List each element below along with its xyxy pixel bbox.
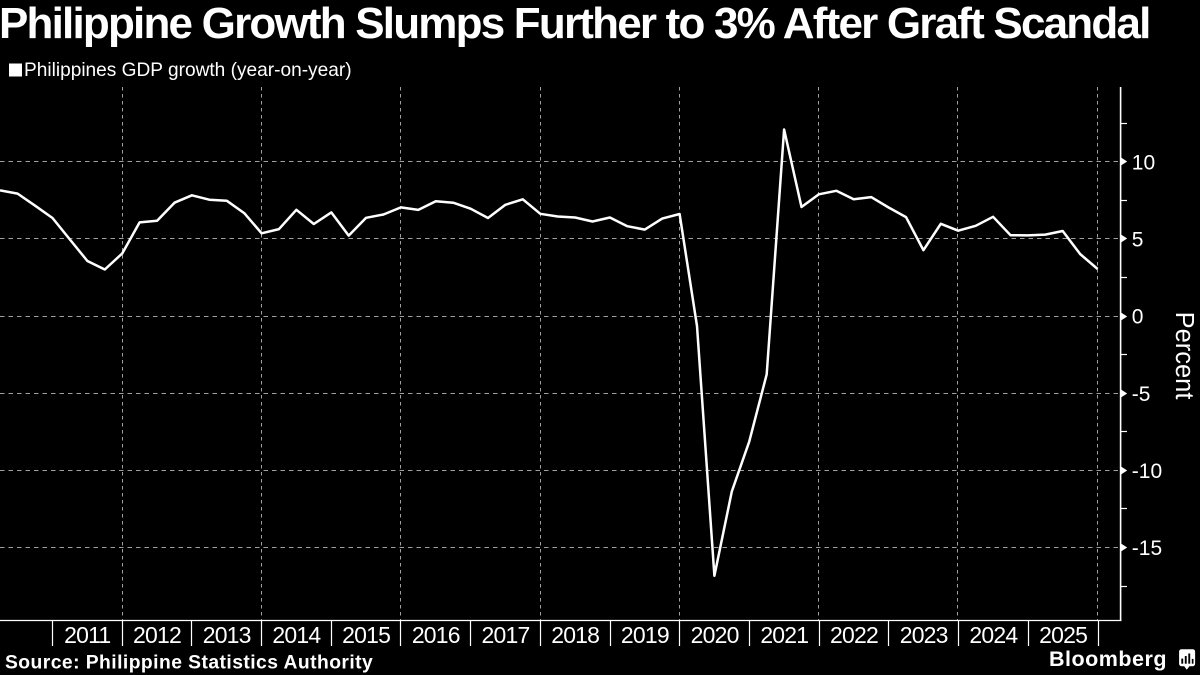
svg-text:2020: 2020 xyxy=(691,622,739,648)
svg-text:2025: 2025 xyxy=(1039,622,1087,648)
svg-text:2023: 2023 xyxy=(900,622,948,648)
svg-text:-15: -15 xyxy=(1132,537,1162,560)
svg-text:-5: -5 xyxy=(1132,383,1151,406)
svg-text:5: 5 xyxy=(1132,229,1144,252)
svg-text:2022: 2022 xyxy=(830,622,878,648)
svg-text:2013: 2013 xyxy=(203,622,251,648)
svg-text:2024: 2024 xyxy=(969,622,1018,648)
svg-text:Philippines GDP growth (year-o: Philippines GDP growth (year-on-year) xyxy=(24,60,352,81)
svg-text:2015: 2015 xyxy=(342,622,390,648)
svg-text:2011: 2011 xyxy=(64,622,110,648)
svg-text:2017: 2017 xyxy=(482,622,530,648)
svg-text:2016: 2016 xyxy=(412,622,460,648)
svg-text:Bloomberg: Bloomberg xyxy=(1049,647,1167,671)
svg-text:10: 10 xyxy=(1132,151,1155,174)
svg-text:2018: 2018 xyxy=(551,622,599,648)
svg-text:2021: 2021 xyxy=(760,622,808,648)
svg-text:Percent: Percent xyxy=(1170,312,1198,400)
svg-text:2014: 2014 xyxy=(272,622,321,648)
svg-text:2019: 2019 xyxy=(621,622,669,648)
svg-text:Philippine Growth Slumps Furth: Philippine Growth Slumps Further to 3% A… xyxy=(0,0,1150,48)
svg-text:2012: 2012 xyxy=(133,622,181,648)
svg-text:-10: -10 xyxy=(1132,460,1162,483)
svg-text:Source: Philippine Statistics: Source: Philippine Statistics Authority xyxy=(5,653,373,674)
svg-text:0: 0 xyxy=(1132,306,1144,329)
